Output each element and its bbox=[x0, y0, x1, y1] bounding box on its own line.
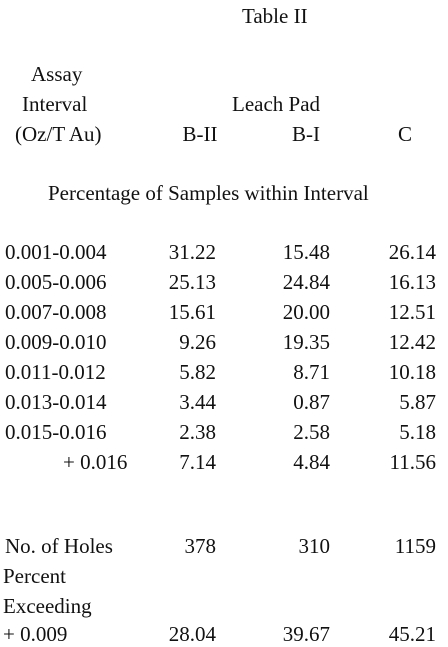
holes-label: No. of Holes bbox=[5, 534, 113, 558]
interval-label: 0.011-0.012 bbox=[5, 360, 106, 384]
value-b2: 2.38 bbox=[179, 420, 216, 444]
value-b1: 4.84 bbox=[293, 450, 330, 474]
value-c: 26.14 bbox=[388, 240, 436, 264]
column-header-b2: B-II bbox=[182, 122, 218, 146]
value-b1: 19.35 bbox=[282, 330, 330, 354]
assay-header-line1: Assay bbox=[31, 62, 83, 86]
value-b1: 8.71 bbox=[293, 360, 330, 384]
value-b1: 24.84 bbox=[282, 270, 330, 294]
value-b1: 20.00 bbox=[282, 300, 330, 324]
exceeding-interval: + 0.009 bbox=[3, 622, 68, 646]
holes-b2: 378 bbox=[184, 534, 217, 558]
value-b2: 3.44 bbox=[179, 390, 216, 414]
value-b2: 31.22 bbox=[168, 240, 216, 264]
value-b2: 7.14 bbox=[179, 450, 216, 474]
exceeding-b2: 28.04 bbox=[168, 622, 216, 646]
value-b2: 5.82 bbox=[179, 360, 216, 384]
value-b1: 15.48 bbox=[282, 240, 330, 264]
column-header-c: C bbox=[397, 122, 412, 146]
section-label: Percentage of Samples within Interval bbox=[48, 181, 369, 205]
column-header-b1: B-I bbox=[292, 122, 320, 146]
interval-label: 0.009-0.010 bbox=[5, 330, 107, 354]
value-b2: 25.13 bbox=[168, 270, 216, 294]
value-b2: 9.26 bbox=[179, 330, 216, 354]
interval-label: 0.007-0.008 bbox=[5, 300, 107, 324]
leach-pad-header: Leach Pad bbox=[232, 92, 321, 116]
value-c: 11.56 bbox=[389, 450, 436, 474]
table-title: Table II bbox=[242, 4, 308, 28]
exceeding-b1: 39.67 bbox=[282, 622, 330, 646]
value-b2: 15.61 bbox=[168, 300, 216, 324]
interval-label: + 0.016 bbox=[63, 450, 128, 474]
exceeding-label-line2: Exceeding bbox=[3, 594, 92, 618]
holes-c: 1159 bbox=[394, 534, 436, 558]
value-c: 5.87 bbox=[399, 390, 436, 414]
value-b1: 0.87 bbox=[293, 390, 330, 414]
exceeding-c: 45.21 bbox=[388, 622, 436, 646]
value-c: 12.51 bbox=[388, 300, 436, 324]
value-c: 10.18 bbox=[388, 360, 436, 384]
assay-header-line2: Interval bbox=[22, 92, 88, 116]
interval-label: 0.001-0.004 bbox=[5, 240, 107, 264]
assay-header-line3: (Oz/T Au) bbox=[15, 122, 102, 146]
value-b1: 2.58 bbox=[293, 420, 330, 444]
value-c: 16.13 bbox=[388, 270, 436, 294]
interval-label: 0.013-0.014 bbox=[5, 390, 107, 414]
holes-b1: 310 bbox=[298, 534, 331, 558]
interval-label: 0.015-0.016 bbox=[5, 420, 107, 444]
interval-label: 0.005-0.006 bbox=[5, 270, 107, 294]
value-c: 12.42 bbox=[388, 330, 436, 354]
exceeding-label-line1: Percent bbox=[3, 564, 66, 588]
value-c: 5.18 bbox=[399, 420, 436, 444]
